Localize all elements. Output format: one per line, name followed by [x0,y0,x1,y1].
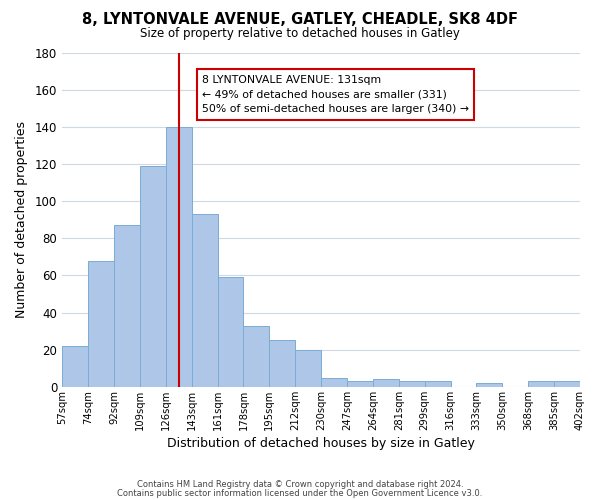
Bar [269,340,295,387]
Bar [114,226,140,387]
Bar [476,383,502,387]
Text: Contains HM Land Registry data © Crown copyright and database right 2024.: Contains HM Land Registry data © Crown c… [137,480,463,489]
Bar [218,278,244,387]
Bar [88,260,114,387]
Bar [347,382,373,387]
Bar [321,378,347,387]
Bar [373,380,399,387]
Text: Size of property relative to detached houses in Gatley: Size of property relative to detached ho… [140,28,460,40]
Text: 8, LYNTONVALE AVENUE, GATLEY, CHEADLE, SK8 4DF: 8, LYNTONVALE AVENUE, GATLEY, CHEADLE, S… [82,12,518,28]
Y-axis label: Number of detached properties: Number of detached properties [15,121,28,318]
Bar [191,214,218,387]
Bar [295,350,321,387]
Bar [554,382,580,387]
Bar [244,326,269,387]
Bar [166,127,191,387]
Bar [140,166,166,387]
Text: 8 LYNTONVALE AVENUE: 131sqm
← 49% of detached houses are smaller (331)
50% of se: 8 LYNTONVALE AVENUE: 131sqm ← 49% of det… [202,74,469,114]
Text: Contains public sector information licensed under the Open Government Licence v3: Contains public sector information licen… [118,488,482,498]
Bar [528,382,554,387]
X-axis label: Distribution of detached houses by size in Gatley: Distribution of detached houses by size … [167,437,475,450]
Bar [425,382,451,387]
Bar [62,346,88,387]
Bar [399,382,425,387]
